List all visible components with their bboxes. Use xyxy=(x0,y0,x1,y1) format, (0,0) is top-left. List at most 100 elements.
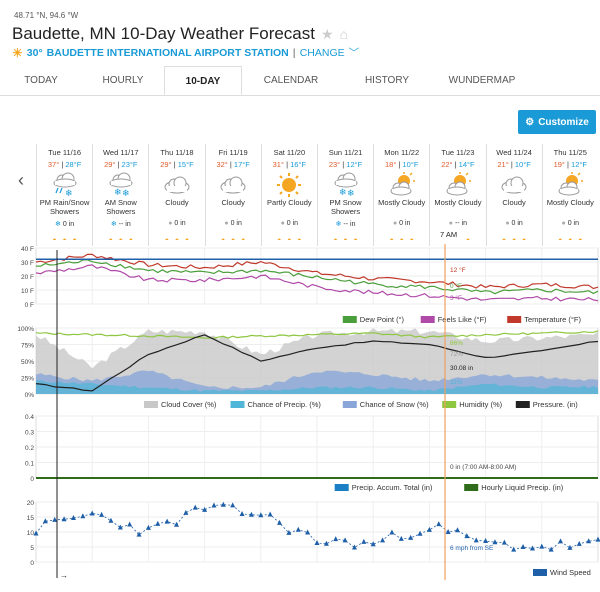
day-low: 15°F xyxy=(177,160,194,169)
day-precip: ● 0 in xyxy=(543,220,598,227)
svg-text:❄: ❄ xyxy=(65,188,73,198)
day-precip-amount: 0 in xyxy=(230,220,242,227)
partly-cloudy-icon xyxy=(543,172,598,198)
day-date: Fri 11/19 xyxy=(218,148,248,157)
hourly-drop-icons: ◓ ◓ ◓ xyxy=(277,237,302,244)
day-precip-amount: 0 in xyxy=(286,220,299,227)
day-column[interactable]: Sat 11/20 31° | 16°F Partly Cloudy ● 0 in ◓ … xyxy=(260,144,317,246)
tab-wundermap[interactable]: WUNDERMAP xyxy=(448,75,516,86)
day-low: 10°F xyxy=(402,160,419,169)
day-condition: Cloudy xyxy=(502,198,526,207)
hourly-drop-icons: ◓ ◓ ◓ xyxy=(220,237,246,244)
day-condition: Cloudy xyxy=(165,198,189,207)
tab-calendar[interactable]: CALENDAR xyxy=(263,75,319,86)
favorite-star-icon[interactable]: ★ xyxy=(321,25,334,42)
day-hi-lo: 29° | 15°F xyxy=(160,160,194,169)
day-column[interactable]: Sun 11/21 23° | 12°F ❄ ❄ PM Snow Showers ❄ --… xyxy=(316,144,373,246)
day-date: Tue 11/16 xyxy=(48,148,82,157)
customize-button[interactable]: ⚙ Customize xyxy=(518,110,596,134)
day-column[interactable]: Wed 11/17 29° | 23°F ❄ ❄ AM Snow Showers ❄ --… xyxy=(92,144,148,246)
station-temp: 30° xyxy=(26,46,43,59)
coordinates: 48.71 °N, 94.6 °W xyxy=(14,11,79,20)
day-condition: Cloudy xyxy=(221,198,245,207)
cloud-icon xyxy=(149,172,204,198)
snowflake-icon: ❄ xyxy=(335,221,342,228)
chevron-left-icon[interactable]: ‹ xyxy=(18,170,24,190)
day-high: 19° xyxy=(553,160,565,169)
sun-icon: ☀ xyxy=(12,45,23,60)
day-date: Wed 11/24 xyxy=(496,148,532,157)
day-condition: Mostly Cloudy xyxy=(378,198,426,207)
day-condition: Partly Cloudy xyxy=(267,198,312,207)
day-high: 32° xyxy=(216,160,228,169)
day-condition: AM Snow Showers xyxy=(104,198,137,216)
svg-text:❄: ❄ xyxy=(114,187,122,197)
day-high: 21° xyxy=(497,160,509,169)
day-date: Thu 11/18 xyxy=(160,148,194,157)
day-precip-amount: 0 in xyxy=(399,220,411,227)
day-hi-lo: 21° | 10°F xyxy=(497,160,531,169)
day-hi-lo: 22° | 14°F xyxy=(441,160,475,169)
page-title: Baudette, MN 10-Day Weather Forecast ★ ⌂ xyxy=(12,24,348,44)
day-strip: Tue 11/16 37° | 28°F ❄ PM Rain/Snow Showers… xyxy=(36,144,598,246)
day-column[interactable]: Wed 11/24 21° | 10°F Cloudy ● 0 in ◓ ◓ ◓ xyxy=(485,144,542,246)
day-condition: PM Rain/Snow Showers xyxy=(39,198,90,216)
day-hi-lo: 18° | 10°F xyxy=(385,160,419,169)
hourly-drop-icons: ◓ ◓ ◓ xyxy=(164,237,190,244)
day-high: 29° xyxy=(160,160,172,169)
day-low: 17°F xyxy=(233,160,250,169)
hourly-drop-icons: ◓ ◓ ◓ xyxy=(52,237,77,244)
tab-today[interactable]: TODAY xyxy=(24,75,58,86)
change-station-button[interactable]: CHANGE xyxy=(299,46,345,59)
day-column[interactable]: Tue 11/16 37° | 28°F ❄ PM Rain/Snow Showers… xyxy=(36,144,92,246)
snow-icon: ❄ ❄ xyxy=(318,172,373,198)
sun-icon xyxy=(262,172,317,198)
tab-hourly[interactable]: HOURLY xyxy=(102,75,144,86)
day-hi-lo: 37° | 28°F xyxy=(47,160,82,169)
cloud-icon xyxy=(487,172,542,198)
day-precip: ● 0 in xyxy=(206,220,261,227)
raindrop-icon: ● xyxy=(505,220,510,227)
day-hi-lo: 32° | 17°F xyxy=(216,160,250,169)
partly-cloudy-icon xyxy=(430,172,485,198)
home-icon[interactable]: ⌂ xyxy=(339,26,349,42)
day-low: 16°F xyxy=(290,160,307,169)
day-column[interactable]: Fri 11/19 32° | 17°F Cloudy ● 0 in ◓ ◓ ◓ xyxy=(204,144,261,246)
hourly-drop-icons: ◓ ◓ ◓ xyxy=(445,237,471,244)
day-high: 18° xyxy=(385,160,397,169)
chevron-down-icon[interactable]: ﹀ xyxy=(348,47,360,59)
hourly-drop-icons: ◓ ◓ ◓ xyxy=(108,237,133,244)
day-date: Sun 11/21 xyxy=(328,148,363,157)
raindrop-icon: ● xyxy=(280,220,285,227)
day-precip-amount: -- in xyxy=(343,221,356,228)
day-high: 23° xyxy=(328,160,341,169)
tab-history[interactable]: HISTORY xyxy=(364,75,410,86)
raindrop-icon: ● xyxy=(392,220,398,227)
day-date: Thu 11/25 xyxy=(553,148,587,157)
day-precip: ❄ -- in xyxy=(93,220,148,228)
day-low: 12°F xyxy=(346,160,363,169)
station-name[interactable]: BAUDETTE INTERNATIONAL AIRPORT STATION xyxy=(46,46,289,59)
rain-snow-icon: ❄ xyxy=(37,172,92,198)
day-column[interactable]: Tue 11/23 22° | 14°F Mostly Cloudy ● -- in ◓… xyxy=(429,144,485,246)
gear-icon: ⚙ xyxy=(525,116,535,128)
day-low: 28°F xyxy=(65,160,82,169)
day-column[interactable]: Mon 11/22 18° | 10°F Mostly Cloudy ● 0 in ◓ … xyxy=(373,144,429,246)
day-low: 10°F xyxy=(514,160,531,169)
day-column[interactable]: Thu 11/18 29° | 15°F Cloudy ● 0 in ◓ ◓ ◓ xyxy=(148,144,204,246)
day-column[interactable]: Thu 11/25 19° | 12°F Mostly Cloudy ● 0 in ◓ … xyxy=(541,144,598,246)
day-precip: ❄ -- in xyxy=(318,220,373,228)
day-hi-lo: 23° | 12°F xyxy=(328,160,363,169)
page-title-text: Baudette, MN 10-Day Weather Forecast xyxy=(12,24,315,43)
tab-10-day[interactable]: 10-DAY xyxy=(164,66,242,95)
day-low: 12°F xyxy=(571,160,587,169)
svg-text:❄: ❄ xyxy=(347,188,355,198)
hourly-drop-icons: ◓ ◓ ◓ xyxy=(558,237,583,244)
day-high: 22° xyxy=(441,160,453,169)
day-precip: ● -- in xyxy=(430,220,485,227)
snowflake-icon: ❄ xyxy=(110,221,117,228)
day-date: Wed 11/17 xyxy=(102,148,139,157)
day-precip-amount: 0 in xyxy=(174,220,186,227)
separator: | xyxy=(292,46,296,59)
hourly-drop-icons: ◓ ◓ ◓ xyxy=(389,237,414,244)
